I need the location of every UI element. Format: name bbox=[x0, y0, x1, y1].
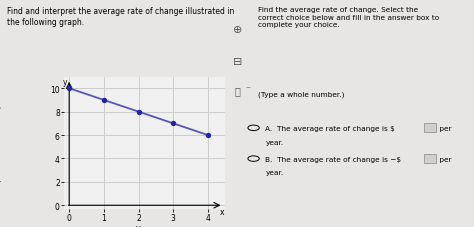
Text: ⊕: ⊕ bbox=[233, 25, 243, 35]
Text: –: – bbox=[246, 81, 250, 91]
Point bbox=[65, 87, 73, 91]
Text: x: x bbox=[220, 207, 225, 216]
Text: year.: year. bbox=[265, 170, 284, 175]
Text: y: y bbox=[63, 77, 67, 86]
Text: Value of Machine
(in thousands of dollars): Value of Machine (in thousands of dollar… bbox=[0, 105, 2, 181]
X-axis label: Year: Year bbox=[137, 225, 153, 227]
Point bbox=[169, 122, 177, 126]
Text: year.: year. bbox=[265, 139, 284, 145]
Text: (Type a whole number.): (Type a whole number.) bbox=[258, 91, 345, 97]
Text: A.  The average rate of change is $: A. The average rate of change is $ bbox=[265, 125, 395, 131]
Text: per: per bbox=[437, 125, 452, 131]
Text: B.  The average rate of change is −$: B. The average rate of change is −$ bbox=[265, 156, 401, 162]
Point bbox=[204, 134, 211, 137]
Text: ⧉: ⧉ bbox=[235, 86, 241, 96]
Point bbox=[135, 110, 142, 114]
Point bbox=[100, 99, 108, 102]
Text: ⊟: ⊟ bbox=[233, 56, 243, 66]
Text: per: per bbox=[437, 156, 452, 162]
Text: Find and interpret the average rate of change illustrated in
the following graph: Find and interpret the average rate of c… bbox=[7, 7, 235, 27]
Text: Find the average rate of change. Select the
correct choice below and fill in the: Find the average rate of change. Select … bbox=[258, 7, 439, 28]
